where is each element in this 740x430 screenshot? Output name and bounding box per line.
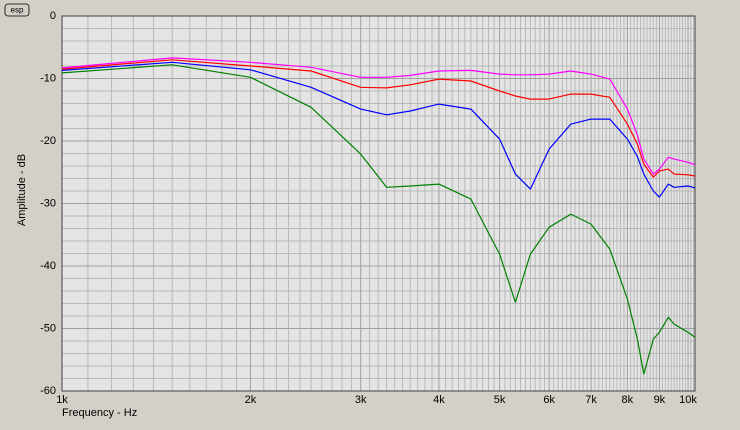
- y-axis-label: Amplitude - dB: [16, 154, 28, 226]
- x-tick-label: 5k: [494, 394, 506, 406]
- series-line: [61, 64, 696, 375]
- x-tick-label: 3k: [355, 394, 367, 406]
- x-tick-label: 2k: [245, 394, 257, 406]
- y-tick-label: -10: [40, 72, 56, 84]
- y-tick-label: 0: [50, 10, 56, 22]
- x-tick-label: 9k: [654, 394, 666, 406]
- x-tick-label: 10k: [679, 394, 697, 406]
- logo: esp: [11, 6, 24, 15]
- y-tick-label: -60: [40, 385, 56, 397]
- x-tick-label: 7k: [585, 394, 597, 406]
- series-line: [61, 61, 696, 198]
- series-line: [61, 59, 696, 178]
- x-tick-label: 8k: [622, 394, 634, 406]
- y-tick-label: -50: [40, 322, 56, 334]
- y-tick-label: -20: [40, 135, 56, 147]
- series-line: [61, 57, 696, 175]
- y-tick-label: -30: [40, 197, 56, 209]
- x-tick-label: 4k: [433, 394, 445, 406]
- x-tick-label: 1k: [56, 394, 68, 406]
- y-tick-label: -40: [40, 260, 56, 272]
- x-tick-label: 6k: [543, 394, 555, 406]
- logo-box: [4, 3, 30, 17]
- plot-border: [61, 15, 696, 392]
- x-axis-label: Frequency - Hz: [62, 407, 137, 419]
